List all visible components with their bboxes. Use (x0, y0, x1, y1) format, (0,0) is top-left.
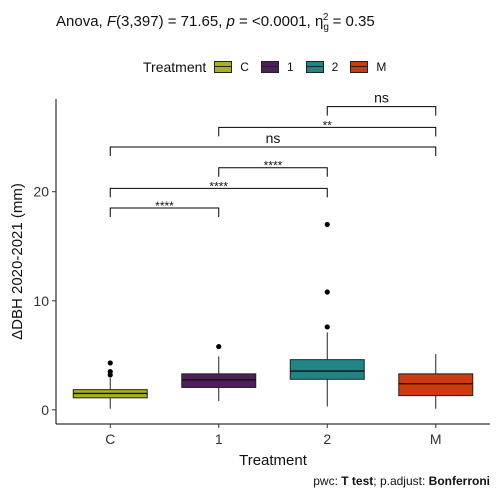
x-axis-label: Treatment (239, 452, 308, 469)
outlier-c-2 (107, 360, 113, 366)
caption-method: Bonferroni (428, 474, 490, 488)
legend-label-1: 1 (286, 60, 294, 74)
legend-item-1: 1 (260, 60, 294, 74)
legend-label-c: C (240, 60, 249, 74)
title-f-args: (3,397) = 71.65, (116, 13, 227, 30)
x-tick-label-1: 1 (215, 431, 223, 447)
legend-key-m (350, 61, 369, 73)
comparison-bracket-2 (218, 167, 328, 177)
outlier-2-2 (324, 221, 330, 228)
outlier-1-0 (216, 343, 222, 350)
legend-key-2 (305, 61, 324, 73)
caption: pwc: T test; p.adjust: Bonferroni (313, 474, 490, 488)
box-2 (289, 359, 365, 380)
y-tick-label-2: 20 (33, 184, 49, 200)
title-eta-sup: 2 (322, 12, 329, 23)
outlier-2-1 (324, 289, 330, 295)
y-axis-label: ΔDBH 2020-2021 (mm) (9, 183, 26, 340)
legend-item-2: 2 (305, 60, 339, 74)
box-1 (181, 373, 257, 388)
box-m (398, 373, 474, 397)
legend: Treatment C 1 2 M (143, 57, 398, 77)
comparison-label-3: ns (266, 130, 281, 146)
chart-title: Anova, F(3,397) = 71.65, p = <0.0001, ηg… (56, 12, 375, 33)
outlier-c-1 (107, 369, 113, 375)
y-tick-label-1: 10 (33, 293, 49, 309)
title-prefix: Anova, (56, 13, 107, 30)
title-p-value: = <0.0001, (234, 13, 315, 30)
title-eta-symbol: η (314, 13, 324, 30)
legend-label-m: M (376, 60, 387, 74)
comparison-label-0: **** (155, 199, 174, 213)
comparison-label-2: **** (264, 159, 283, 173)
comparison-label-1: **** (209, 179, 228, 193)
comparison-label-5: ns (374, 90, 389, 106)
legend-label-2: 2 (331, 60, 339, 74)
legend-title: Treatment (143, 59, 207, 75)
x-tick-label-2: 2 (323, 431, 331, 447)
legend-item-c: C (214, 60, 249, 74)
caption-mid: ; p.adjust: (373, 474, 429, 488)
title-f-symbol: F (106, 13, 117, 30)
title-eta-value: = 0.35 (328, 13, 375, 30)
title-p-symbol: p (226, 13, 235, 30)
caption-test: T test (341, 474, 374, 488)
legend-key-c (214, 61, 233, 73)
legend-item-m: M (350, 60, 386, 74)
comparison-bracket-4 (218, 126, 437, 137)
comparison-bracket-1 (109, 187, 328, 198)
legend-key-1 (260, 61, 279, 73)
outlier-2-0 (324, 324, 330, 330)
x-tick-label-3: M (430, 431, 442, 447)
caption-prefix: pwc: (313, 474, 342, 488)
x-tick-label-0: C (105, 431, 115, 447)
comparison-bracket-0 (109, 207, 220, 218)
comparison-label-4: ** (323, 118, 333, 132)
comparison-bracket-5 (326, 106, 437, 116)
comparison-bracket-3 (109, 146, 437, 156)
title-eta-sub: g (323, 22, 329, 33)
y-tick-label-0: 0 (41, 402, 49, 418)
